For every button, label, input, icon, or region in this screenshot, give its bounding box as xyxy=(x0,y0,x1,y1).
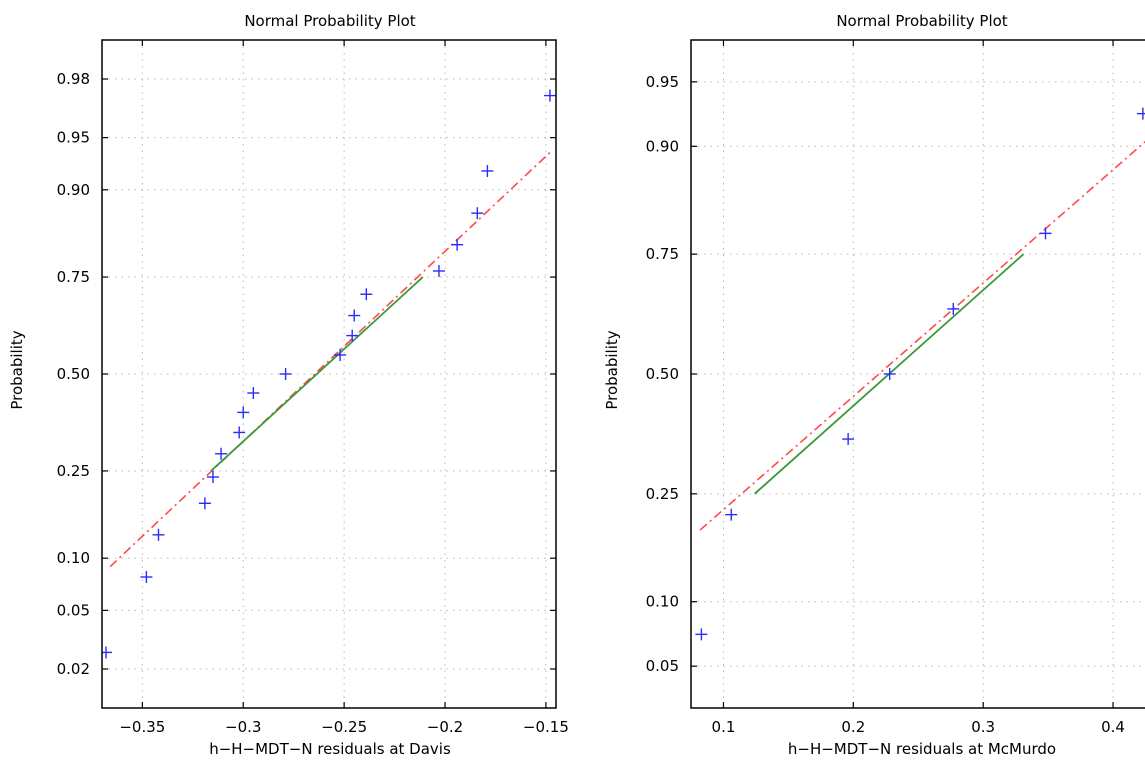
data-point xyxy=(1039,227,1052,240)
y-tick-label: 0.05 xyxy=(646,657,679,675)
plot-frame xyxy=(690,39,1145,709)
x-tick-label: 0.1 xyxy=(712,718,736,736)
y-tick-label: 0.25 xyxy=(646,485,679,503)
reference-line xyxy=(699,140,1145,531)
data-point xyxy=(471,207,484,220)
y-tick-label: 0.90 xyxy=(57,181,90,199)
data-point xyxy=(140,571,153,584)
y-tick-label: 0.05 xyxy=(57,601,90,619)
data-point xyxy=(481,164,494,177)
y-tick-label: 0.95 xyxy=(57,129,90,147)
x-axis-label: h−H−MDT−N residuals at McMurdo xyxy=(788,740,1056,758)
y-tick-label: 0.50 xyxy=(646,365,679,383)
data-point xyxy=(1136,107,1145,120)
plot-frame xyxy=(101,39,557,709)
y-tick-label: 0.95 xyxy=(646,73,679,91)
x-tick-label: 0.3 xyxy=(971,718,995,736)
fit-line xyxy=(210,276,424,472)
data-point xyxy=(334,348,347,361)
reference-line xyxy=(109,149,553,568)
x-tick-label: −0.15 xyxy=(523,718,569,736)
data-point xyxy=(237,406,250,419)
data-point xyxy=(348,309,361,322)
data-point xyxy=(215,447,228,460)
data-point xyxy=(695,628,708,641)
data-point xyxy=(346,329,359,342)
y-axis-label: Probability xyxy=(603,330,621,409)
data-point xyxy=(360,288,373,301)
y-tick-label: 0.02 xyxy=(57,660,90,678)
data-point xyxy=(198,497,211,510)
x-axis-label: h−H−MDT−N residuals at Davis xyxy=(209,740,451,758)
data-point xyxy=(883,368,896,380)
x-tick-label: −0.3 xyxy=(225,718,261,736)
davis-probability-plot: Normal Probability Plot Probability h−H−… xyxy=(8,12,569,758)
chart-title: Normal Probability Plot xyxy=(244,12,415,30)
y-tick-label: 0.90 xyxy=(646,137,679,155)
y-tick-label: 0.10 xyxy=(646,593,679,611)
data-point xyxy=(432,264,445,277)
y-tick-label: 0.10 xyxy=(57,549,90,567)
data-point xyxy=(152,528,165,541)
x-tick-label: 0.4 xyxy=(1101,718,1125,736)
y-tick-label: 0.75 xyxy=(646,245,679,263)
data-point xyxy=(947,302,960,315)
data-point xyxy=(842,433,855,446)
y-axis-label: Probability xyxy=(8,330,26,409)
data-point xyxy=(279,368,292,380)
data-point xyxy=(206,471,219,484)
data-point xyxy=(543,89,556,102)
data-point xyxy=(725,508,738,521)
x-tick-label: 0.2 xyxy=(841,718,865,736)
x-tick-label: −0.25 xyxy=(321,718,367,736)
data-point xyxy=(451,238,464,251)
data-point xyxy=(233,426,246,439)
mcmurdo-probability-plot: Normal Probability Plot Probability h−H−… xyxy=(603,12,1145,758)
x-tick-label: −0.2 xyxy=(427,718,463,736)
y-tick-label: 0.50 xyxy=(57,365,90,383)
y-tick-label: 0.75 xyxy=(57,268,90,286)
data-point xyxy=(247,387,260,400)
y-tick-label: 0.25 xyxy=(57,462,90,480)
y-tick-label: 0.98 xyxy=(57,70,90,88)
chart-title: Normal Probability Plot xyxy=(836,12,1007,30)
x-tick-label: −0.35 xyxy=(119,718,165,736)
